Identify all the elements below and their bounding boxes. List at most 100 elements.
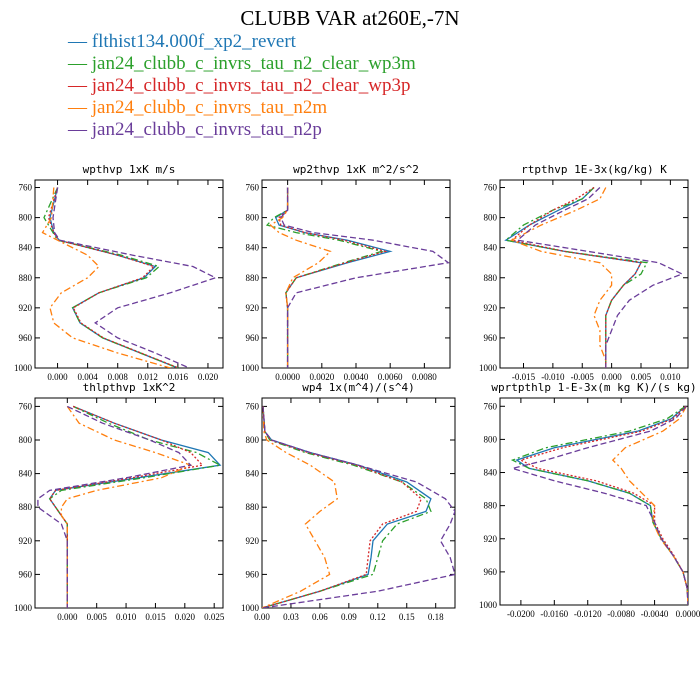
x-tick-label: 0.020 bbox=[175, 612, 196, 622]
x-tick-label: -0.0160 bbox=[540, 609, 568, 619]
y-tick-label: 960 bbox=[484, 333, 498, 343]
subplot: wpthvp 1xK m/s 760 800 840 880 920 960 1000 0.00… bbox=[14, 163, 224, 382]
plot-frame bbox=[261, 179, 451, 369]
x-tick-label: 0.010 bbox=[116, 612, 137, 622]
x-tick-label: -0.0040 bbox=[641, 609, 669, 619]
y-tick-label: 960 bbox=[246, 333, 260, 343]
y-tick-label: 880 bbox=[484, 501, 498, 511]
x-tick-label: -0.010 bbox=[541, 372, 565, 382]
x-tick-label: 0.0080 bbox=[412, 372, 437, 382]
x-tick-label: 0.000 bbox=[47, 372, 68, 382]
x-tick-label: 0.06 bbox=[312, 612, 328, 622]
series-line bbox=[48, 405, 222, 608]
y-tick-label: 1000 bbox=[241, 603, 260, 613]
y-tick-label: 800 bbox=[19, 435, 33, 445]
y-tick-label: 880 bbox=[19, 502, 33, 512]
x-tick-label: 0.18 bbox=[428, 612, 444, 622]
legend-swatch: — bbox=[68, 97, 92, 118]
series-line bbox=[41, 187, 171, 368]
y-tick-label: 920 bbox=[484, 534, 498, 544]
series-line bbox=[510, 186, 642, 368]
y-tick-label: 920 bbox=[19, 303, 33, 313]
series-line bbox=[611, 405, 688, 605]
y-tick-label: 840 bbox=[19, 243, 33, 253]
page-title: CLUBB VAR at260E,-7N bbox=[240, 6, 460, 30]
y-tick-label: 840 bbox=[246, 243, 260, 253]
legend-swatch: — bbox=[68, 53, 92, 74]
subplot: wp2thvp 1xK m^2/s^2 760 800 840 880 920 960 100… bbox=[241, 163, 451, 382]
y-tick-label: 760 bbox=[19, 183, 33, 193]
plot-frame bbox=[499, 179, 689, 369]
y-tick-label: 1000 bbox=[14, 603, 33, 613]
y-tick-label: 880 bbox=[246, 502, 260, 512]
x-tick-label: 0.005 bbox=[87, 612, 108, 622]
legend: — flthist134.000f_xp2_revert — jan24_clu… bbox=[68, 31, 416, 141]
x-tick-label: 0.000 bbox=[602, 372, 623, 382]
subplot-title: wp2thvp 1xK m^2/s^2 bbox=[293, 163, 419, 176]
subplot-title: wprtpthlp 1-E-3x(m kg K)/(s kg) bbox=[491, 381, 696, 394]
legend-item: — jan24_clubb_c_invrs_tau_n2_clear_wp3m bbox=[68, 53, 416, 75]
series-line bbox=[262, 406, 432, 608]
x-tick-label: 0.0060 bbox=[378, 372, 403, 382]
series-line bbox=[48, 405, 204, 608]
y-tick-label: 800 bbox=[484, 434, 498, 444]
series-line bbox=[515, 405, 688, 605]
series-line bbox=[516, 187, 684, 368]
x-tick-label: 0.000 bbox=[57, 612, 78, 622]
series-line bbox=[280, 187, 450, 368]
y-tick-label: 800 bbox=[246, 213, 260, 223]
x-tick-label: -0.0080 bbox=[607, 609, 635, 619]
series-line bbox=[510, 405, 688, 605]
subplot-title: rtpthvp 1E-3x(kg/kg) K bbox=[521, 163, 667, 176]
x-tick-label: -0.005 bbox=[571, 372, 595, 382]
legend-item: — jan24_clubb_c_invrs_tau_n2_clear_wp3p bbox=[68, 75, 416, 97]
y-tick-label: 880 bbox=[484, 273, 498, 283]
series-line bbox=[510, 187, 613, 368]
x-tick-label: 0.015 bbox=[145, 612, 166, 622]
y-tick-label: 840 bbox=[19, 469, 33, 479]
x-tick-label: 0.03 bbox=[283, 612, 299, 622]
y-tick-label: 1000 bbox=[241, 363, 260, 373]
subplot: wprtpthlp 1-E-3x(m kg K)/(s kg) 760 800 840… bbox=[479, 381, 700, 619]
legend-label: jan24_clubb_c_invrs_tau_n2m bbox=[91, 97, 328, 118]
plot-frame bbox=[261, 397, 456, 609]
x-tick-label: 0.016 bbox=[168, 372, 189, 382]
subplot-title: wpthvp 1xK m/s bbox=[83, 163, 176, 176]
series-line bbox=[519, 405, 688, 605]
series-line bbox=[504, 187, 648, 368]
x-tick-label: -0.015 bbox=[512, 372, 536, 382]
y-tick-label: 840 bbox=[246, 469, 260, 479]
x-tick-label: 0.012 bbox=[138, 372, 158, 382]
y-tick-label: 760 bbox=[19, 401, 33, 411]
series-line bbox=[504, 187, 642, 368]
y-tick-label: 760 bbox=[484, 401, 498, 411]
y-tick-label: 1000 bbox=[479, 363, 498, 373]
y-tick-label: 920 bbox=[246, 303, 260, 313]
y-tick-label: 800 bbox=[484, 213, 498, 223]
subplot: wp4 1x(m^4)/(s^4)76080084088092096010000… bbox=[241, 381, 456, 622]
y-tick-label: 960 bbox=[19, 569, 33, 579]
legend-label: jan24_clubb_c_invrs_tau_n2_clear_wp3m bbox=[91, 53, 416, 74]
plot-frame bbox=[34, 397, 224, 609]
legend-item: — jan24_clubb_c_invrs_tau_n2m bbox=[68, 97, 416, 119]
legend-swatch: — bbox=[68, 75, 92, 96]
subplot-title: wp4 1x(m^4)/(s^4) bbox=[302, 381, 415, 394]
x-tick-label: 0.005 bbox=[631, 372, 652, 382]
x-tick-label: 0.010 bbox=[660, 372, 681, 382]
subplot: rtpthvp 1E-3x(kg/kg) K 760 800 840 880 920 960… bbox=[479, 163, 689, 382]
series-line bbox=[37, 405, 192, 608]
x-tick-label: 0.0040 bbox=[344, 372, 369, 382]
x-tick-label: 0.12 bbox=[370, 612, 386, 622]
series-line bbox=[43, 187, 179, 368]
legend-swatch: — bbox=[68, 119, 92, 140]
legend-swatch: — bbox=[68, 31, 92, 52]
x-tick-label: -0.0200 bbox=[507, 609, 535, 619]
series-line bbox=[265, 187, 384, 368]
series-line bbox=[262, 406, 432, 608]
legend-item: — jan24_clubb_c_invrs_tau_n2p bbox=[68, 119, 416, 141]
y-tick-label: 760 bbox=[246, 183, 260, 193]
y-tick-label: 960 bbox=[484, 567, 498, 577]
legend-label: flthist134.000f_xp2_revert bbox=[91, 31, 296, 52]
series-line bbox=[48, 405, 223, 608]
x-tick-label: 0.004 bbox=[78, 372, 99, 382]
